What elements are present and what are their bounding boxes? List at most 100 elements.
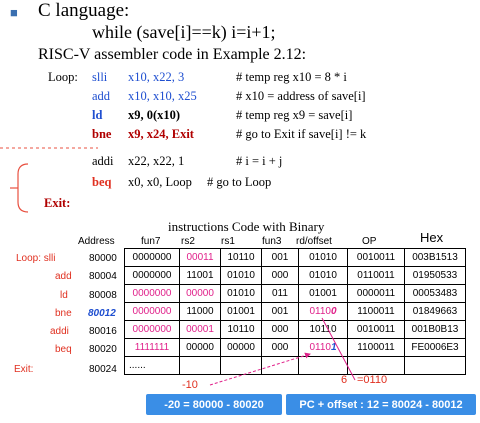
cell-rs1: 00000 — [220, 338, 262, 357]
code-args-ld: x9, 0(x10) — [128, 108, 181, 122]
cell-fun7: 0000000 — [124, 266, 180, 285]
row-label-ld: ld — [60, 290, 68, 301]
cell-fun7: 0000000 — [124, 302, 180, 321]
cell-rs2: 11001 — [179, 266, 221, 285]
rd-offset-bit-last: 0 — [330, 306, 337, 317]
col-header-fun3: fun3 — [262, 236, 282, 247]
table-row: 0000000 00000 01010 011 01001 0000011 00… — [124, 284, 466, 303]
exit-label: Exit: — [44, 196, 71, 210]
cell-empty — [179, 356, 221, 375]
cell-op: 0010011 — [347, 248, 405, 267]
cell-op: 0110011 — [347, 266, 405, 285]
row-label-addi: addi — [50, 326, 69, 337]
cell-fun7: 1111111 — [124, 338, 180, 357]
cell-hex: 003B1513 — [404, 248, 466, 267]
cell-rd: 01101 — [298, 338, 348, 357]
loop-label: Loop: — [48, 70, 78, 84]
cell-rd: 01100 — [298, 302, 348, 321]
table-title: instructions Code with Binary — [168, 219, 325, 234]
cell-hex: 01950533 — [404, 266, 466, 285]
offset-calc-left-box: -20 = 80000 - 80020 — [146, 394, 282, 415]
code-comment-beq: # go to Loop — [207, 175, 272, 189]
cell-fun3: 001 — [261, 302, 299, 321]
code-args-bne: x9, x24, Exit — [128, 127, 194, 141]
cell-fun3: 000 — [261, 320, 299, 339]
cell-rs1: 01001 — [220, 302, 262, 321]
cell-rs1: 01010 — [220, 284, 262, 303]
c-code-line: while (save[i]==k) i=i+1; — [92, 22, 276, 42]
cell-fun3: 011 — [261, 284, 299, 303]
code-comment-add: # x10 = address of save[i] — [236, 89, 366, 103]
address-80016: 80016 — [89, 326, 117, 337]
cell-empty — [404, 356, 466, 375]
row-label-exit: Exit: — [14, 364, 34, 375]
code-op-bne: bne — [92, 127, 112, 141]
cell-rs2: 00000 — [179, 284, 221, 303]
col-header-hex: Hex — [420, 230, 444, 245]
table-row: 1111111 00000 00000 000 01101 1100011 FE… — [124, 338, 466, 357]
col-header-fun7: fun7 — [141, 236, 161, 247]
code-op-addi: addi — [92, 154, 114, 168]
cell-hex: 01849663 — [404, 302, 466, 321]
table-row: 0000000 11001 01010 000 01010 0110011 01… — [124, 266, 466, 285]
cell-hex: FE0006E3 — [404, 338, 466, 357]
cell-empty — [261, 356, 299, 375]
code-args-add: x10, x10, x25 — [128, 89, 197, 103]
code-comment-slli: # temp reg x10 = 8 * i — [236, 70, 347, 84]
cell-rd: 01010 — [298, 248, 348, 267]
encoding-table: 0000000 00011 10110 001 01010 0010011 00… — [124, 248, 466, 375]
cell-hex: 001B0B13 — [404, 320, 466, 339]
cell-hex: 00053483 — [404, 284, 466, 303]
address-80000: 80000 — [89, 253, 117, 264]
code-comment-bne: # go to Exit if save[i] != k — [236, 127, 367, 141]
row-label-bne: bne — [55, 308, 72, 319]
code-args-slli: x10, x22, 3 — [128, 70, 185, 84]
cell-rs2: 11000 — [179, 302, 221, 321]
code-args-beq: x0, x0, Loop — [128, 175, 192, 189]
cell-empty — [220, 356, 262, 375]
cell-op: 0000011 — [347, 284, 405, 303]
col-header-address: Address — [78, 236, 115, 247]
cell-empty — [347, 356, 405, 375]
cell-fun3: 000 — [261, 266, 299, 285]
asm-title: RISC-V assembler code in Example 2.12: — [38, 46, 307, 63]
cell-rs1: 10110 — [220, 320, 262, 339]
offset-calc-right-box: PC + offset : 12 = 80024 - 80012 — [286, 394, 476, 415]
table-row: 0000000 00011 10110 001 01010 0010011 00… — [124, 248, 466, 267]
cell-rd: 01010 — [298, 266, 348, 285]
col-header-op: OP — [362, 236, 377, 247]
code-comment-addi: # i = i + j — [236, 154, 283, 168]
address-80004: 80004 — [89, 271, 117, 282]
cell-rs1: 01010 — [220, 266, 262, 285]
cell-fun3: 001 — [261, 248, 299, 267]
cell-op: 1100011 — [347, 338, 405, 357]
rd-offset-bits: 0110 — [309, 342, 331, 353]
code-op-add: add — [92, 89, 111, 103]
cell-rs2: 00000 — [179, 338, 221, 357]
cell-op: 1100011 — [347, 302, 405, 321]
address-80024: 80024 — [89, 364, 117, 375]
cell-fun7: 0000000 — [124, 248, 180, 267]
col-header-rs1: rs1 — [221, 236, 235, 247]
row-label-beq: beq — [55, 344, 72, 355]
code-op-beq: beq — [92, 175, 112, 189]
rd-offset-bits: 0110 — [309, 306, 331, 317]
c-language-heading: C language: — [38, 0, 130, 21]
address-80020: 80020 — [89, 344, 117, 355]
code-op-ld: ld — [92, 108, 103, 122]
code-op-slli: slli — [92, 70, 108, 84]
six-label: 6 — [341, 374, 348, 386]
col-header-rs2: rs2 — [181, 236, 195, 247]
table-row: 0000000 00001 10110 000 10110 0010011 00… — [124, 320, 466, 339]
cell-rs2: 00001 — [179, 320, 221, 339]
table-row: 0000000 11000 01001 001 01100 1100011 01… — [124, 302, 466, 321]
cell-fun7: 0000000 — [124, 320, 180, 339]
cell-rd: 10110 — [298, 320, 348, 339]
cell-rs2: 00011 — [179, 248, 221, 267]
address-80008: 80008 — [89, 290, 117, 301]
cell-fun3: 000 — [261, 338, 299, 357]
cell-rs1: 10110 — [220, 248, 262, 267]
cell-empty — [298, 356, 348, 375]
eq0110-label: =0110 — [357, 374, 388, 386]
minus10-label: -10 — [182, 379, 198, 391]
